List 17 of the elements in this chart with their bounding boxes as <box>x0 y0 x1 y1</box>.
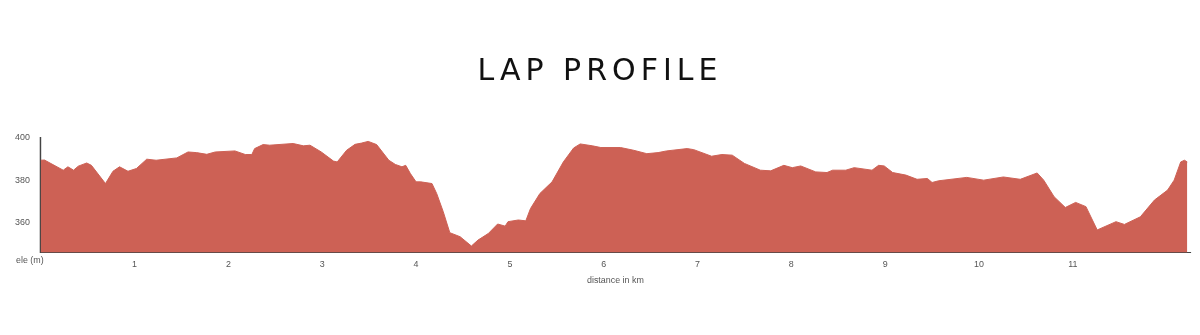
x-tick-label: 3 <box>319 259 325 270</box>
y-tick-label: 380 <box>14 174 30 185</box>
x-tick-label: 1 <box>132 259 138 270</box>
x-axis-title: distance in km <box>586 275 644 286</box>
y-tick-label: 400 <box>14 132 30 143</box>
x-tick-label: 7 <box>695 259 701 270</box>
x-tick-label: 11 <box>1068 259 1078 270</box>
y-axis-title: ele (m) <box>15 255 44 266</box>
x-tick-label: 6 <box>601 259 607 270</box>
x-tick-label: 4 <box>413 259 419 270</box>
chart-title: LAP PROFILE <box>476 52 724 87</box>
x-tick-label: 8 <box>788 259 794 270</box>
x-tick-label: 2 <box>225 259 231 270</box>
x-tick-label: 5 <box>507 259 513 270</box>
x-tick-label: 9 <box>882 259 888 270</box>
x-tick-label: 10 <box>974 259 984 270</box>
y-tick-label: 360 <box>14 217 30 228</box>
